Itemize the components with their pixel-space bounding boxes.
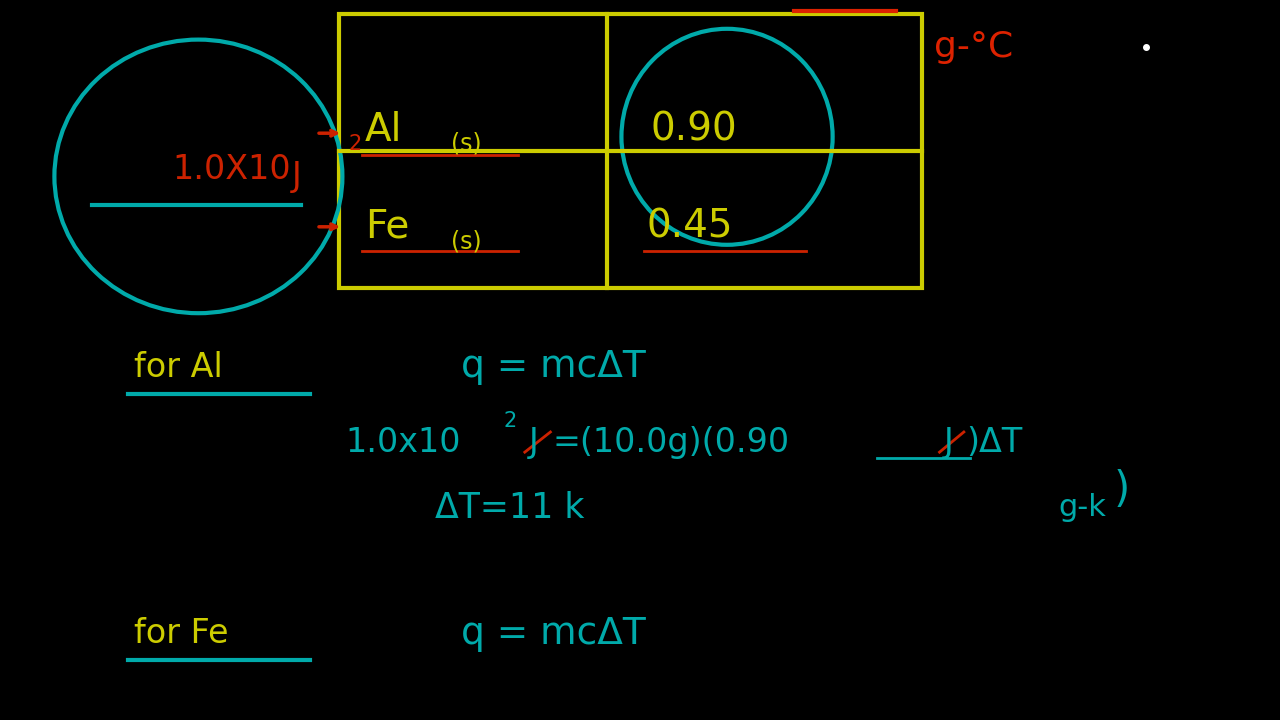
Text: (s): (s) <box>451 132 481 156</box>
Bar <box>339 14 922 288</box>
Text: 1.0x10: 1.0x10 <box>346 426 461 459</box>
Text: q = mcΔT: q = mcΔT <box>461 349 645 385</box>
Text: g-°C: g-°C <box>934 30 1014 64</box>
Text: ΔT=11 k: ΔT=11 k <box>435 490 585 525</box>
Text: (s): (s) <box>451 229 481 253</box>
Text: 2: 2 <box>503 411 516 431</box>
Text: for Fe: for Fe <box>134 617 229 650</box>
Text: Al: Al <box>365 111 402 148</box>
Text: J: J <box>529 426 539 459</box>
Text: Fe: Fe <box>365 208 410 246</box>
Text: 2: 2 <box>348 134 361 154</box>
Text: 0.90: 0.90 <box>650 111 737 148</box>
Text: J: J <box>292 160 302 193</box>
Text: ): ) <box>1114 469 1130 510</box>
Text: J: J <box>943 426 954 459</box>
Text: for Al: for Al <box>134 351 223 384</box>
Text: =(10.0g)(0.90: =(10.0g)(0.90 <box>553 426 790 459</box>
Text: g-k: g-k <box>1059 493 1106 522</box>
Text: 1.0X10: 1.0X10 <box>173 153 292 186</box>
Text: )ΔT: )ΔT <box>966 426 1023 459</box>
Text: 0.45: 0.45 <box>646 208 733 246</box>
Text: q = mcΔT: q = mcΔT <box>461 616 645 652</box>
